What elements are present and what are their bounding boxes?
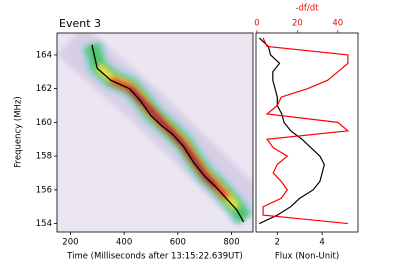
y-tick-label: 158: [36, 152, 52, 162]
chart-title: Event 3: [59, 17, 101, 30]
x-axis-label: Flux (Non-Unit): [275, 252, 339, 262]
left-frame: [56, 32, 254, 233]
profile-line: [258, 37, 326, 225]
x2-tick-label: 0: [254, 19, 259, 29]
x-tick-label: 200: [62, 238, 78, 248]
y-tick-label: 162: [36, 84, 52, 94]
y-axis-label: Frequency (MHz): [14, 96, 24, 167]
y-tick-label: 164: [36, 50, 52, 60]
x-tick-label: 2: [275, 238, 280, 248]
profile-line: [262, 37, 350, 225]
x2-tick-label: 40: [332, 19, 343, 29]
x-axis-label: Time (Milliseconds after 13:15:22.639UT): [66, 252, 243, 262]
x-tick-label: 800: [223, 238, 239, 248]
y-tick-label: 154: [36, 219, 52, 229]
y-tick-label: 156: [36, 185, 52, 195]
right-frame: [255, 32, 359, 233]
x2-axis-label: -df/dt: [295, 4, 319, 14]
x-tick-label: 400: [116, 238, 132, 248]
x-tick-label: 600: [170, 238, 186, 248]
spectrogram-image: [57, 33, 253, 232]
y-tick-label: 160: [36, 118, 52, 128]
x2-tick-label: 20: [292, 19, 303, 29]
drift-line: [91, 44, 245, 223]
x-tick-label: 4: [319, 238, 324, 248]
